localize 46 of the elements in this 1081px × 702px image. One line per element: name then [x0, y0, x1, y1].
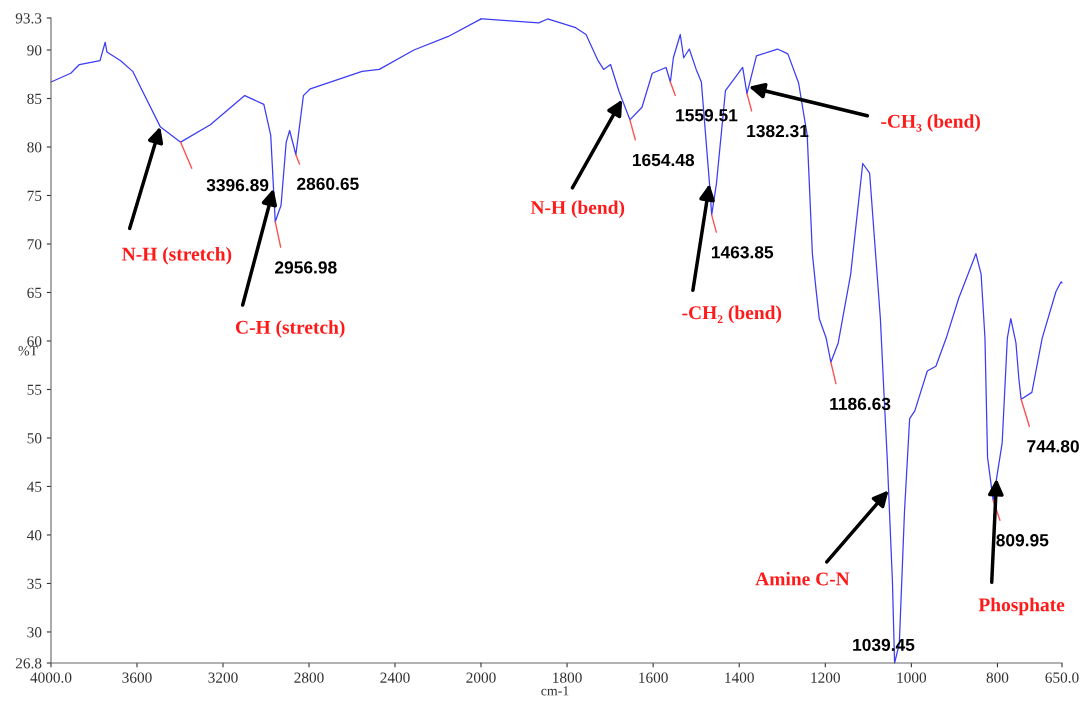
x-tick-label: 800 — [986, 672, 1009, 683]
y-tick-label: 50 — [27, 433, 42, 444]
x-tick-label: 1600 — [639, 672, 668, 683]
x-tick-label: 2400 — [380, 672, 410, 683]
x-tick-label: 3200 — [208, 672, 238, 683]
y-tick-label: 90 — [27, 45, 42, 56]
y-tick-label: 60 — [27, 336, 42, 347]
y-tick-label: 55 — [27, 384, 42, 395]
annotation: 1463.85 — [711, 246, 774, 259]
y-tick-label: 70 — [27, 239, 42, 250]
annotation: 2956.98 — [275, 261, 337, 274]
annotation: C-H (stretch) — [235, 320, 345, 338]
y-tick-label: 35 — [27, 578, 42, 589]
annotation: Amine C-N — [755, 571, 850, 586]
x-axis-title: cm-1 — [541, 686, 569, 696]
x-tick-label: 3600 — [122, 672, 152, 683]
x-tick-label: 650.0 — [1045, 672, 1079, 683]
y-tick-label: 26.8 — [15, 658, 42, 669]
annotation: -CH₂ (bend) — [682, 305, 782, 324]
x-tick-label: 1000 — [897, 672, 927, 683]
y-tick-label: 75 — [27, 190, 42, 201]
y-tick-label: 30 — [27, 627, 42, 638]
y-tick-label: 80 — [27, 142, 42, 153]
x-tick-label: 4000.0 — [30, 672, 72, 683]
annotation: 744.80 — [1027, 440, 1079, 453]
annotation: 1559.51 — [676, 109, 738, 122]
y-axis-title: %T — [18, 346, 38, 356]
x-tick-label: 1800 — [553, 672, 582, 683]
annotation: 3396.89 — [206, 178, 269, 192]
y-tick-label: 65 — [27, 287, 42, 298]
annotation: -CH₃ (bend) — [881, 114, 980, 132]
annotation: 809.95 — [996, 534, 1049, 547]
y-tick-label: 40 — [26, 530, 42, 541]
annotation: 1654.48 — [632, 153, 695, 167]
x-tick-label: 2000 — [466, 672, 496, 683]
x-tick-label: 1200 — [811, 672, 840, 683]
y-tick-label: 45 — [26, 481, 42, 492]
annotation: Phosphate — [978, 597, 1065, 616]
y-tick-label: 85 — [27, 93, 42, 104]
annotation: 2860.65 — [297, 177, 359, 190]
x-tick-label: 1400 — [725, 672, 754, 683]
x-tick-label: 2800 — [294, 672, 324, 683]
annotation: 1382.31 — [747, 124, 809, 138]
y-tick-label: 93.3 — [15, 13, 42, 24]
annotation: N-H (stretch) — [122, 246, 232, 265]
annotation: N-H (bend) — [530, 200, 625, 219]
